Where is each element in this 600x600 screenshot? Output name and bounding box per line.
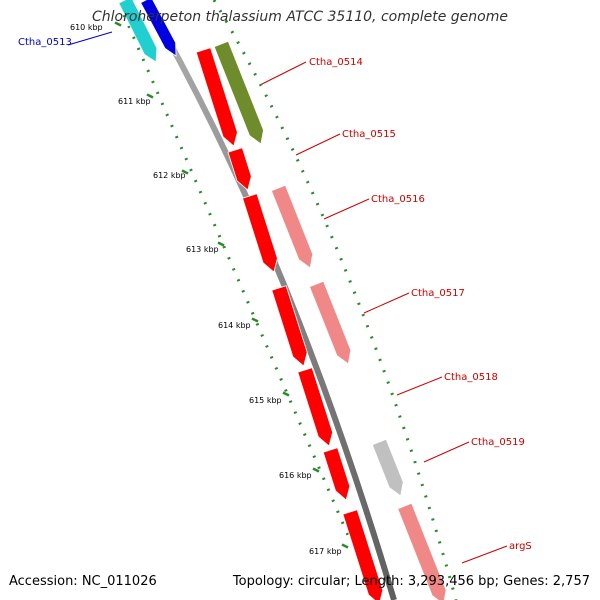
genome-backbone xyxy=(143,0,397,600)
cds-arrow-red xyxy=(227,147,252,191)
cds-arrow-pink xyxy=(397,502,447,600)
kbp-tick xyxy=(181,169,189,175)
cds-arrow-blue xyxy=(140,0,177,57)
kbp-tick xyxy=(251,317,259,323)
genome-title: Chloroherpeton thalassium ATCC 35110, co… xyxy=(92,9,508,25)
kbp-ruler xyxy=(122,14,352,541)
kbp-tick-label: 610 kbp xyxy=(70,23,103,32)
gene-label[interactable]: Ctha_0513 xyxy=(18,37,72,48)
cds-arrow-red xyxy=(242,193,278,273)
gene-label[interactable]: Ctha_0514 xyxy=(309,57,363,68)
cds-arrow-cyan xyxy=(118,0,158,63)
kbp-tick-label: 612 kbp xyxy=(153,171,186,180)
gene-leader-line xyxy=(396,376,443,396)
kbp-tick-label: 614 kbp xyxy=(218,321,251,330)
kbp-tick xyxy=(282,391,290,397)
kbp-tick-label: 617 kbp xyxy=(309,547,342,556)
outer-ruler xyxy=(212,0,458,600)
kbp-tick xyxy=(217,241,225,247)
gene-leader-line xyxy=(261,61,307,85)
kbp-tick-label: 611 kbp xyxy=(118,97,151,106)
gene-label[interactable]: Ctha_0517 xyxy=(411,288,465,299)
kbp-tick-label: 613 kbp xyxy=(186,245,219,254)
kbp-tick xyxy=(146,93,154,99)
cds-arrow-red xyxy=(271,285,308,367)
gene-label[interactable]: Ctha_0515 xyxy=(342,129,396,140)
gene-leader-line xyxy=(323,198,370,220)
cds-arrow-red xyxy=(322,447,351,501)
cds-arrow-pink xyxy=(270,184,314,269)
gene-label[interactable]: argS xyxy=(509,541,532,552)
cds-arrow-gray xyxy=(371,438,404,497)
cds-arrow-red xyxy=(342,509,384,600)
kbp-tick xyxy=(312,467,320,473)
genome-summary-text: Topology: circular; Length: 3,293,456 bp… xyxy=(232,574,590,589)
kbp-tick xyxy=(114,21,122,27)
cds-arrow-red xyxy=(195,47,238,147)
gene-leader-line xyxy=(67,31,113,46)
accession-text: Accession: NC_011026 xyxy=(9,574,157,589)
kbp-tick-label: 616 kbp xyxy=(279,471,312,480)
gene-leader-line xyxy=(461,545,508,564)
kbp-tick-label: 615 kbp xyxy=(249,396,282,405)
gene-label[interactable]: Ctha_0516 xyxy=(371,194,425,205)
kbp-tick xyxy=(341,543,349,549)
cds-arrow-olive xyxy=(213,40,264,145)
cds-arrow-red xyxy=(297,367,334,447)
gene-leader-line xyxy=(295,133,341,156)
gene-label[interactable]: Ctha_0518 xyxy=(444,372,498,383)
gene-leader-line xyxy=(363,292,410,314)
gene-leader-line xyxy=(423,441,470,463)
cds-arrow-pink xyxy=(308,280,352,365)
gene-label[interactable]: Ctha_0519 xyxy=(471,437,525,448)
